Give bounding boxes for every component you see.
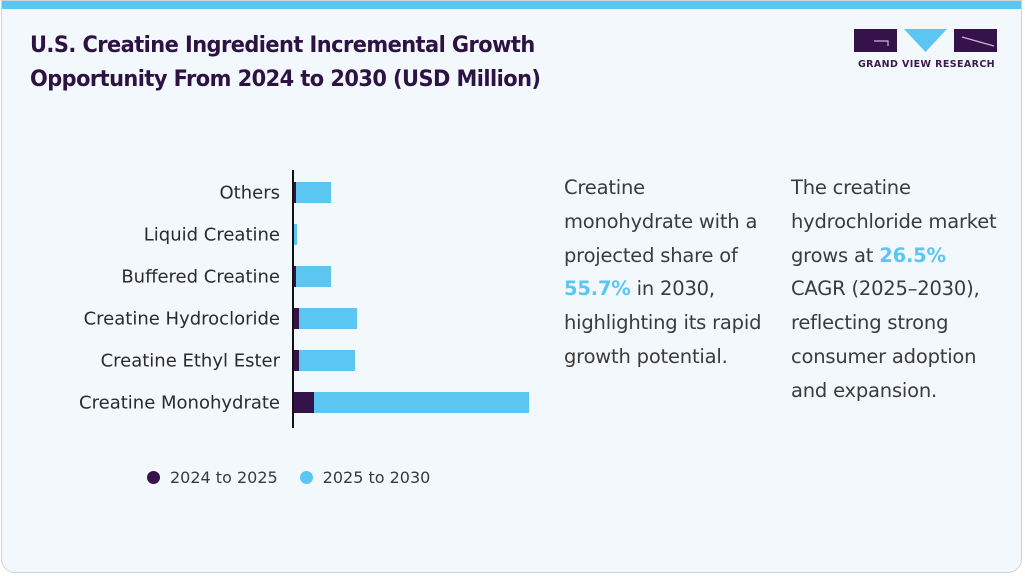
bar-creatine-hydrocloride-series-2 (299, 308, 357, 329)
bar-creatine-ethyl-ester-series-1 (294, 350, 299, 371)
category-label-others: Others (220, 183, 281, 204)
bar-buffered-creatine-series-1 (294, 266, 296, 287)
bar-buffered-creatine-series-2 (296, 266, 331, 287)
category-label-buffered-creatine: Buffered Creatine (121, 267, 280, 288)
top-accent-bar (2, 1, 1021, 9)
bar-creatine-ethyl-ester-series-2 (299, 350, 355, 371)
bar-others-series-2 (296, 182, 331, 203)
title-line-2: Opportunity From 2024 to 2030 (USD Milli… (30, 66, 541, 92)
highlight-cagr-value: 26.5% (879, 243, 946, 267)
category-label-liquid-creatine: Liquid Creatine (144, 225, 280, 246)
insight-monohydrate-share: Creatine monohydrate with a projected sh… (564, 171, 774, 374)
bar-creatine-monohydrate-series-1 (294, 392, 314, 413)
legend-label: 2025 to 2030 (322, 467, 431, 487)
legend-item-2024-2025: 2024 to 2025 (147, 468, 278, 487)
bar-liquid-creatine-series-2 (294, 224, 297, 245)
insight-hydrochloride-cagr: The creatine hydrochloride market grows … (791, 171, 1001, 408)
insight-text: Creatine monohydrate with a projected sh… (564, 176, 758, 267)
insight-text: in 2030, highlighting its rapid growth p… (564, 277, 762, 368)
category-label-creatine-monohydrate: Creatine Monohydrate (79, 393, 280, 414)
logo-mark-icon (854, 29, 997, 52)
logo-text: GRAND VIEW RESEARCH (857, 59, 996, 70)
legend-swatch-2024-2025 (147, 470, 160, 484)
chart-legend: 2024 to 2025 2025 to 2030 (147, 466, 452, 488)
title-line-1: U.S. Creatine Ingredient Incremental Gro… (30, 32, 535, 58)
bar-creatine-monohydrate-series-2 (314, 392, 529, 413)
category-label-creatine-hydrocloride: Creatine Hydrocloride (84, 309, 280, 330)
legend-item-2025-2030: 2025 to 2030 (299, 467, 431, 487)
bar-creatine-hydrocloride-series-1 (294, 308, 299, 329)
legend-label: 2024 to 2025 (170, 467, 278, 487)
insight-text: The creatine hydrochloride market grows … (791, 176, 997, 267)
category-label-creatine-ethyl-ester: Creatine Ethyl Ester (101, 351, 281, 372)
chart-title: U.S. Creatine Ingredient Incremental Gro… (30, 28, 681, 96)
highlight-share-value: 55.7% (564, 277, 631, 301)
grand-view-research-logo: GRAND VIEW RESEARCH (854, 29, 999, 74)
legend-swatch-2025-2030 (299, 470, 313, 484)
bar-others-series-1 (294, 182, 296, 203)
insight-text: CAGR (2025–2030), reflecting strong cons… (791, 277, 980, 402)
